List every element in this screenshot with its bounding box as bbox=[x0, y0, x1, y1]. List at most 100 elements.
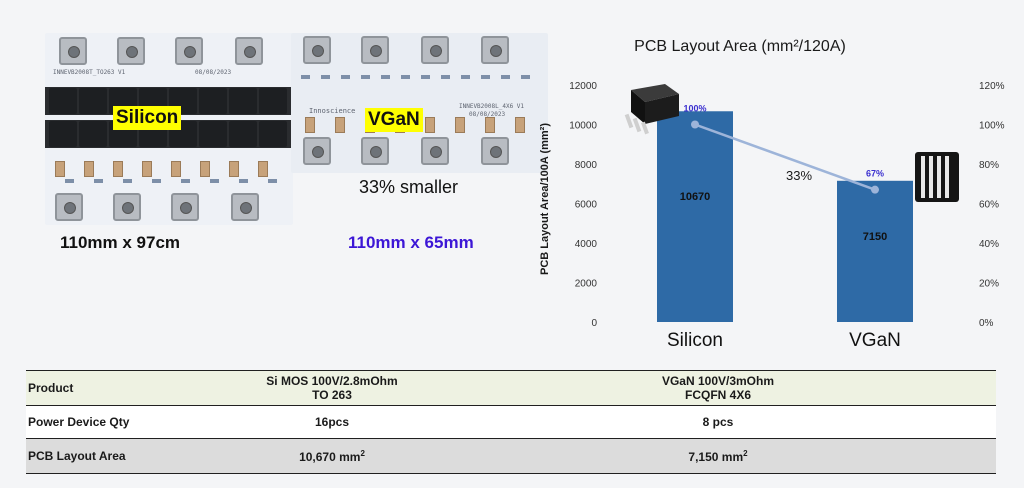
y-tick-label: 8000 bbox=[575, 160, 598, 171]
table-row: Product Si MOS 100V/2.8mOhm TO 263 VGaN … bbox=[26, 370, 996, 406]
smd-component bbox=[113, 161, 123, 177]
line-point bbox=[691, 120, 699, 129]
terminal-screw bbox=[59, 37, 87, 65]
smd-pad bbox=[239, 179, 248, 183]
smd-component bbox=[515, 117, 525, 133]
vgan-product-line2: FCQFN 4X6 bbox=[684, 388, 751, 402]
smd-pad bbox=[152, 179, 161, 183]
smd-pad bbox=[381, 75, 390, 79]
to263-mosfet bbox=[49, 121, 77, 147]
terminal-screw bbox=[117, 37, 145, 65]
vgan-area-unit-exp: 2 bbox=[743, 448, 748, 458]
terminal-screw bbox=[481, 137, 509, 165]
terminal-screw bbox=[361, 137, 389, 165]
terminal-screw bbox=[303, 36, 331, 64]
silicon-qty-cell: 16pcs bbox=[224, 405, 440, 439]
terminal-screw bbox=[361, 36, 389, 64]
smd-pad bbox=[301, 75, 310, 79]
smd-component bbox=[84, 161, 94, 177]
vgan-product-line1: VGaN 100V/3mOhm bbox=[661, 374, 775, 388]
silicon-product-line2: TO 263 bbox=[312, 388, 352, 402]
y-tick-label: 12000 bbox=[569, 81, 597, 92]
smd-pad bbox=[521, 75, 530, 79]
y2-tick-label: 60% bbox=[979, 200, 999, 211]
smd-pad bbox=[341, 75, 350, 79]
comparison-table: Product Si MOS 100V/2.8mOhm TO 263 VGaN … bbox=[26, 370, 996, 474]
smd-pad bbox=[65, 179, 74, 183]
category-label: Silicon bbox=[667, 330, 723, 351]
smd-component bbox=[171, 161, 181, 177]
vgan-dimensions: 110mm x 65mm bbox=[348, 233, 474, 252]
silicon-board-date: 08/08/2023 bbox=[195, 69, 232, 76]
y2-tick-label: 20% bbox=[979, 279, 999, 290]
silicon-photo-label: Silicon bbox=[113, 106, 182, 130]
vgan-board-date: 08/08/2023 bbox=[469, 111, 506, 118]
to263-mosfet bbox=[259, 88, 287, 114]
smd-pad bbox=[181, 179, 190, 183]
y-tick-label: 4000 bbox=[575, 239, 598, 250]
y2-tick-label: 40% bbox=[979, 239, 999, 250]
terminal-screw bbox=[113, 193, 141, 221]
smd-component bbox=[200, 161, 210, 177]
smd-component bbox=[258, 161, 268, 177]
terminal-screw bbox=[421, 137, 449, 165]
y2-tick-label: 0% bbox=[979, 318, 994, 329]
reduction-annotation: 33% bbox=[786, 168, 813, 183]
bar-value-label: 7150 bbox=[863, 231, 887, 243]
row-header-qty: Power Device Qty bbox=[26, 405, 224, 439]
smd-pad bbox=[361, 75, 370, 79]
terminal-screw bbox=[303, 137, 331, 165]
terminal-screw bbox=[175, 37, 203, 65]
smaller-caption: 33% smaller bbox=[359, 177, 459, 197]
vgan-area-value: 7,150 mm bbox=[688, 449, 744, 464]
y2-tick-label: 80% bbox=[979, 160, 999, 171]
vgan-product-cell: VGaN 100V/3mOhm FCQFN 4X6 bbox=[440, 370, 996, 406]
to263-mosfet bbox=[259, 121, 287, 147]
fcqfn-package-icon bbox=[915, 152, 959, 202]
to263-mosfet bbox=[199, 121, 227, 147]
smd-pad bbox=[94, 179, 103, 183]
bar-chart: 0 2000 4000 6000 8000 10000 12000 0% 20% 40% 60% 8… bbox=[569, 81, 1004, 351]
silicon-area-value: 10,670 mm bbox=[299, 449, 361, 464]
to263-package-icon bbox=[624, 84, 679, 135]
terminal-screw bbox=[421, 36, 449, 64]
row-header-product: Product bbox=[26, 370, 224, 406]
terminal-screw bbox=[481, 36, 509, 64]
smd-component bbox=[142, 161, 152, 177]
percentage-line bbox=[694, 123, 876, 191]
line-point bbox=[871, 185, 879, 194]
smd-pad bbox=[123, 179, 132, 183]
smd-pad bbox=[421, 75, 430, 79]
smd-pad bbox=[481, 75, 490, 79]
smd-pad bbox=[501, 75, 510, 79]
smd-component bbox=[335, 117, 345, 133]
vgan-qty-cell: 8 pcs bbox=[440, 405, 996, 439]
vgan-board-brand: Innoscience bbox=[309, 107, 356, 115]
smd-pad bbox=[268, 179, 277, 183]
chart-title: PCB Layout Area (mm²/120A) bbox=[634, 38, 846, 55]
y-tick-label: 6000 bbox=[575, 200, 598, 211]
silicon-product-cell: Si MOS 100V/2.8mOhm TO 263 bbox=[224, 370, 440, 406]
to263-mosfet bbox=[229, 121, 257, 147]
line-point-label: 67% bbox=[866, 169, 884, 179]
y-tick-label: 10000 bbox=[569, 121, 597, 132]
smd-component bbox=[229, 161, 239, 177]
smd-pad bbox=[441, 75, 450, 79]
smd-pad bbox=[461, 75, 470, 79]
silicon-dimensions: 110mm x 97cm bbox=[60, 233, 181, 252]
to263-mosfet bbox=[49, 88, 77, 114]
table-row: Power Device Qty 16pcs 8 pcs bbox=[26, 405, 996, 439]
smd-component bbox=[485, 117, 495, 133]
to263-mosfet bbox=[229, 88, 257, 114]
table-row: PCB Layout Area 10,670 mm2 7,150 mm2 bbox=[26, 438, 996, 474]
to263-mosfet bbox=[199, 88, 227, 114]
vgan-photo-label: VGaN bbox=[365, 108, 423, 132]
smd-component bbox=[305, 117, 315, 133]
smd-pad bbox=[210, 179, 219, 183]
terminal-screw bbox=[171, 193, 199, 221]
to263-mosfet bbox=[79, 88, 107, 114]
silicon-area-unit-exp: 2 bbox=[360, 448, 365, 458]
to263-mosfet bbox=[79, 121, 107, 147]
smd-component bbox=[55, 161, 65, 177]
bar-value-label: 10670 bbox=[680, 191, 711, 203]
